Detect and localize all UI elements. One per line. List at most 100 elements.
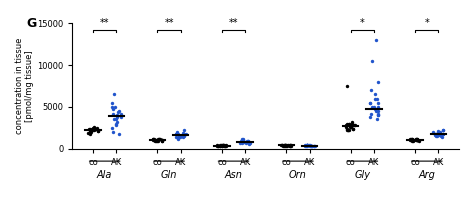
Point bbox=[237, 139, 245, 142]
Point bbox=[173, 133, 181, 136]
Point bbox=[308, 144, 315, 147]
Point bbox=[348, 123, 356, 127]
Point bbox=[309, 144, 316, 148]
Point bbox=[413, 138, 420, 142]
Point bbox=[432, 132, 439, 135]
Point bbox=[302, 144, 310, 147]
Point bbox=[173, 132, 180, 135]
Point bbox=[214, 144, 222, 148]
Point bbox=[303, 144, 310, 147]
Point bbox=[109, 112, 116, 115]
Point bbox=[373, 97, 381, 100]
Point bbox=[108, 126, 116, 130]
Point bbox=[433, 134, 441, 138]
Point bbox=[303, 143, 311, 147]
Point bbox=[87, 131, 95, 134]
Point bbox=[182, 132, 190, 135]
Point bbox=[110, 117, 118, 120]
Point bbox=[220, 144, 228, 148]
Point bbox=[437, 134, 445, 138]
Text: **: ** bbox=[100, 18, 109, 28]
Point bbox=[173, 135, 180, 139]
Point bbox=[439, 132, 447, 135]
Point bbox=[413, 138, 421, 142]
Point bbox=[286, 143, 293, 147]
Point bbox=[115, 109, 123, 113]
Point bbox=[431, 132, 439, 135]
Point bbox=[109, 130, 117, 134]
Point bbox=[219, 143, 227, 147]
Point bbox=[432, 134, 440, 138]
Point bbox=[216, 143, 224, 147]
Point bbox=[175, 134, 183, 137]
Point bbox=[406, 138, 414, 141]
Point bbox=[415, 139, 423, 143]
Point bbox=[91, 127, 99, 130]
Point bbox=[242, 141, 249, 145]
Point bbox=[86, 130, 94, 134]
Point bbox=[303, 144, 311, 147]
Text: G: G bbox=[26, 17, 36, 30]
Point bbox=[152, 139, 159, 142]
Point bbox=[93, 128, 100, 131]
Point bbox=[213, 144, 221, 147]
Point bbox=[239, 140, 247, 144]
Point bbox=[413, 138, 420, 141]
Point bbox=[117, 115, 125, 119]
Point bbox=[219, 144, 227, 147]
Point bbox=[352, 123, 359, 127]
Point bbox=[90, 125, 98, 129]
Point bbox=[372, 107, 379, 110]
Point bbox=[243, 139, 250, 143]
Point bbox=[412, 139, 419, 142]
Point bbox=[214, 144, 222, 148]
Point bbox=[91, 127, 99, 130]
Point bbox=[372, 109, 379, 113]
Point bbox=[85, 128, 92, 131]
Point bbox=[436, 134, 443, 137]
Point bbox=[177, 134, 185, 138]
Point bbox=[344, 128, 351, 132]
Point bbox=[304, 144, 311, 147]
Point bbox=[158, 139, 166, 142]
Point bbox=[286, 144, 293, 147]
Point bbox=[311, 144, 319, 148]
Point bbox=[280, 144, 287, 148]
Point bbox=[244, 140, 252, 143]
Point bbox=[158, 138, 165, 142]
Point bbox=[149, 139, 157, 142]
Point bbox=[243, 140, 250, 144]
Point bbox=[374, 80, 382, 84]
Point bbox=[348, 123, 356, 127]
Point bbox=[307, 144, 314, 147]
Point bbox=[413, 138, 420, 141]
Text: Asn: Asn bbox=[225, 170, 243, 180]
Point bbox=[240, 141, 248, 144]
Point bbox=[283, 144, 290, 147]
Point bbox=[410, 139, 417, 142]
Point bbox=[109, 107, 117, 110]
Point bbox=[154, 139, 162, 143]
Point bbox=[346, 122, 353, 125]
Point bbox=[348, 120, 356, 124]
Point bbox=[239, 137, 247, 140]
Point bbox=[219, 143, 227, 147]
Point bbox=[282, 143, 290, 147]
Point bbox=[154, 137, 162, 141]
Point bbox=[218, 144, 226, 147]
Point bbox=[176, 135, 183, 139]
Point bbox=[368, 88, 375, 92]
Point bbox=[216, 144, 224, 147]
Point bbox=[306, 144, 313, 148]
Point bbox=[282, 144, 289, 147]
Point bbox=[408, 139, 416, 143]
Point bbox=[306, 143, 313, 147]
Point bbox=[245, 141, 253, 144]
Point bbox=[348, 122, 356, 125]
Point bbox=[112, 123, 119, 127]
Point bbox=[152, 139, 159, 142]
Point bbox=[366, 115, 374, 119]
Y-axis label: concentration in tissue
[pmol/mg tissue]: concentration in tissue [pmol/mg tissue] bbox=[15, 38, 35, 134]
Point bbox=[435, 131, 442, 134]
Point bbox=[343, 128, 351, 132]
